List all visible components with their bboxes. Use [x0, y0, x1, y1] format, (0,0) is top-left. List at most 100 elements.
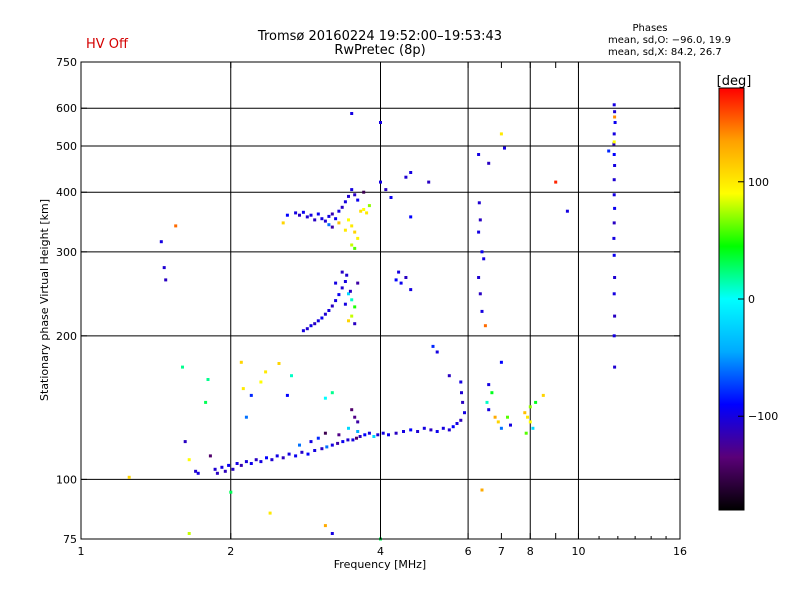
data-point — [204, 400, 208, 404]
data-point — [613, 365, 617, 369]
data-point — [356, 236, 360, 240]
data-point — [350, 112, 354, 115]
data-point — [480, 309, 484, 313]
data-point — [607, 149, 611, 153]
data-point — [334, 299, 338, 303]
data-point — [358, 435, 362, 438]
data-point — [298, 443, 301, 447]
colorbar-label: [deg] — [717, 74, 752, 89]
data-point — [409, 215, 413, 219]
data-point — [316, 319, 320, 323]
data-point — [275, 454, 279, 458]
data-point — [187, 458, 191, 462]
data-point — [239, 360, 243, 364]
data-point — [343, 200, 347, 204]
data-point — [347, 292, 350, 296]
data-point — [381, 431, 385, 435]
data-point — [164, 278, 168, 282]
data-point — [353, 322, 357, 326]
data-point — [404, 276, 408, 279]
data-point — [554, 180, 558, 184]
data-point — [259, 380, 263, 384]
data-point — [487, 383, 491, 387]
data-point — [223, 469, 227, 473]
data-point — [612, 142, 616, 146]
x-tick-label: 8 — [527, 545, 534, 558]
data-point — [431, 344, 435, 348]
data-point — [612, 253, 616, 257]
data-point — [343, 302, 347, 306]
x-tick-label: 4 — [377, 545, 384, 558]
phase-info-header: Phases — [632, 23, 667, 34]
data-point — [239, 463, 243, 467]
y-tick-label: 750 — [56, 56, 77, 69]
data-point — [379, 121, 382, 124]
data-point — [327, 214, 331, 218]
data-point — [325, 445, 329, 449]
data-point — [294, 454, 298, 458]
data-point — [320, 316, 324, 320]
data-point — [327, 223, 331, 227]
data-point — [409, 428, 413, 432]
data-point — [503, 146, 506, 150]
data-point — [435, 350, 439, 354]
data-point — [347, 218, 350, 222]
data-point — [159, 240, 163, 244]
colorbar: [deg] 100 0 −100 — [717, 74, 778, 511]
data-point — [337, 433, 341, 437]
data-point — [499, 132, 503, 136]
data-point — [612, 103, 616, 107]
data-point — [613, 206, 617, 210]
data-point — [341, 440, 345, 444]
data-point — [509, 423, 512, 427]
data-point — [353, 305, 357, 309]
data-point — [277, 362, 281, 365]
data-point — [183, 440, 187, 444]
data-point — [220, 465, 224, 469]
data-point — [334, 281, 338, 285]
y-tick-label: 400 — [56, 186, 77, 199]
data-point — [441, 426, 445, 430]
data-point — [323, 219, 327, 223]
data-point — [612, 221, 616, 225]
data-point — [337, 209, 341, 213]
x-tick-label: 1 — [78, 545, 85, 558]
data-point — [459, 418, 463, 422]
data-point — [480, 488, 484, 492]
data-point — [477, 276, 481, 279]
data-point — [347, 194, 350, 198]
data-point — [249, 393, 253, 397]
x-axis-label: Frequency [MHz] — [334, 558, 426, 571]
data-point — [345, 273, 349, 277]
data-point — [196, 471, 200, 475]
data-point — [285, 393, 289, 397]
data-point — [327, 309, 331, 312]
data-point — [330, 212, 334, 216]
data-point — [330, 304, 334, 308]
data-point — [231, 467, 235, 471]
data-point — [447, 374, 451, 378]
data-point — [367, 204, 371, 208]
data-point — [330, 443, 334, 447]
data-point — [460, 391, 463, 395]
data-point — [340, 286, 344, 290]
data-point — [309, 440, 313, 444]
data-point — [404, 175, 408, 179]
data-point — [384, 188, 388, 192]
data-point — [241, 387, 245, 391]
data-point — [409, 171, 413, 174]
status-label: HV Off — [86, 37, 128, 52]
data-point — [350, 188, 354, 192]
data-point — [215, 471, 219, 475]
data-point — [506, 415, 509, 419]
data-point — [298, 213, 301, 217]
x-tick-label: 10 — [571, 545, 585, 558]
data-point — [347, 319, 350, 323]
data-point — [254, 458, 258, 462]
data-point — [387, 433, 390, 437]
data-point — [541, 393, 545, 397]
data-point — [350, 298, 354, 302]
data-point — [323, 396, 327, 400]
data-point — [362, 208, 366, 211]
